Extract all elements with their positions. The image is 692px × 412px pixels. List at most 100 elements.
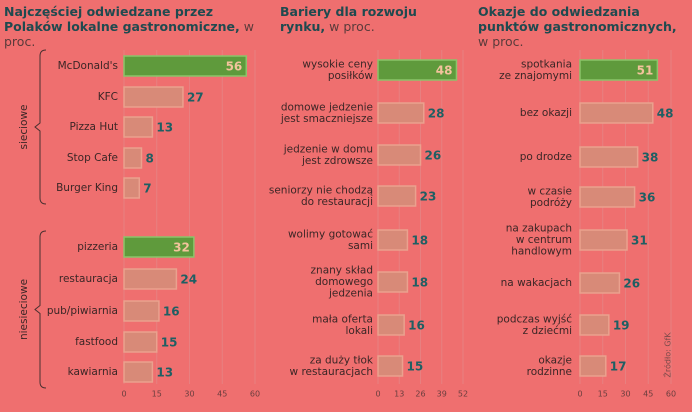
category-label: jest smaczniejsze (280, 113, 373, 125)
chart-title: Okazje do odwiedzania punktów gastronomi… (478, 4, 677, 49)
category-label: seniorzy nie chodzą (269, 184, 373, 196)
group-bracket (34, 49, 47, 205)
bar (377, 355, 404, 377)
category-label: w centrum (516, 234, 572, 246)
group-label: sieciowe (18, 104, 30, 149)
group-label: niesieciowe (18, 279, 30, 340)
x-tick-label: 30 (620, 390, 630, 399)
value-label: 51 (637, 64, 654, 78)
category-label: kawiarnia (68, 366, 118, 378)
x-tick-label: 30 (184, 390, 194, 399)
category-label: wysokie ceny (302, 58, 373, 70)
x-tick-label: 52 (458, 390, 468, 399)
bar (123, 86, 184, 108)
value-label: 38 (642, 151, 659, 165)
chart-title: Najczęściej odwiedzane przez Polaków lok… (4, 4, 254, 49)
bar (123, 361, 154, 383)
bar (579, 272, 621, 294)
bar (579, 314, 610, 336)
bar (377, 59, 458, 81)
category-label: rodzinne (527, 366, 572, 378)
value-label: 18 (411, 276, 428, 290)
category-label: pub/piwiarnia (47, 305, 118, 317)
category-label: spotkania (521, 58, 572, 70)
category-label: z dziećmi (523, 325, 572, 337)
category-label: domowego (315, 276, 373, 288)
bar (579, 102, 654, 124)
value-label: 26 (623, 277, 640, 291)
category-label: McDonald's (58, 60, 118, 72)
value-label: 16 (408, 319, 425, 333)
category-label: jedzenia (328, 288, 373, 300)
value-label: 13 (156, 366, 173, 380)
value-label: 19 (613, 319, 630, 333)
bar (123, 236, 195, 258)
category-label: jedzenie w domu (283, 143, 373, 155)
category-label: sami (348, 240, 373, 252)
category-label: KFC (98, 91, 118, 103)
category-label: za duży tłok (310, 354, 374, 366)
value-label: 18 (411, 234, 428, 248)
x-tick-label: 0 (577, 390, 582, 399)
value-label: 23 (420, 190, 437, 204)
value-label: 48 (436, 64, 453, 78)
bar (377, 314, 405, 336)
category-label: okazje (538, 354, 572, 366)
bar (377, 185, 417, 207)
value-label: 13 (156, 121, 173, 135)
category-label: lokali (345, 325, 373, 337)
category-label: podróży (530, 197, 572, 209)
x-tick-label: 39 (437, 390, 447, 399)
x-tick-label: 60 (250, 390, 260, 399)
category-label: Stop Cafe (67, 152, 118, 164)
value-label: 27 (187, 91, 204, 105)
value-label: 26 (425, 149, 442, 163)
chart-title: Bariery dla rozwoju rynku, w proc. (280, 4, 417, 34)
category-label: fastfood (75, 336, 118, 348)
bar (123, 177, 141, 199)
category-label: domowe jedzenie (281, 101, 373, 113)
category-label: mała oferta (312, 313, 373, 325)
category-label: do restauracji (301, 196, 373, 208)
bar (123, 55, 248, 77)
source: Źródło: GfK (662, 332, 673, 378)
category-label: pizzeria (77, 241, 118, 253)
category-label: posiłków (328, 70, 374, 82)
bar (123, 116, 154, 138)
category-label: w restauracjach (290, 366, 373, 378)
group-bracket (34, 230, 47, 389)
value-label: 48 (657, 107, 674, 121)
bar (579, 146, 639, 168)
category-label: bez okazji (520, 107, 572, 119)
bar (123, 300, 160, 322)
category-label: w czasie (528, 185, 573, 197)
category-label: na wakacjach (501, 277, 572, 289)
value-label: 24 (180, 273, 197, 287)
bar (579, 186, 636, 208)
bar (123, 331, 158, 353)
bar (123, 268, 178, 290)
value-label: 56 (226, 60, 243, 74)
category-label: na zakupach (506, 223, 572, 235)
bar (377, 271, 409, 293)
value-label: 16 (163, 305, 180, 319)
category-label: wolimy gotować (288, 228, 373, 240)
category-label: po drodze (520, 151, 572, 163)
x-tick-label: 15 (152, 390, 162, 399)
value-label: 15 (161, 336, 178, 350)
x-tick-label: 60 (666, 390, 676, 399)
value-label: 15 (407, 360, 424, 374)
bar (123, 147, 143, 169)
category-label: podczas wyjść (497, 313, 572, 325)
x-tick-label: 45 (217, 390, 227, 399)
value-label: 17 (610, 360, 627, 374)
category-label: ze znajomymi (499, 70, 572, 82)
value-label: 7 (143, 182, 151, 196)
x-tick-label: 0 (121, 390, 126, 399)
bar (377, 144, 422, 166)
bar (377, 229, 409, 251)
bar (579, 59, 659, 81)
category-label: handlowym (511, 246, 572, 258)
